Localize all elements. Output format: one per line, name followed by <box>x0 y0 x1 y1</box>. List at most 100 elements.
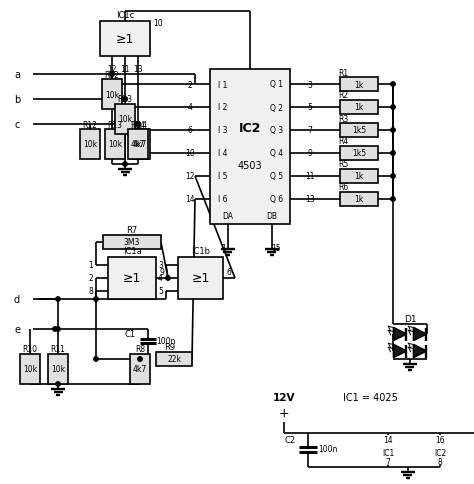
Text: R13: R13 <box>108 120 122 129</box>
Text: 2: 2 <box>188 80 192 90</box>
Bar <box>103 236 161 249</box>
Circle shape <box>94 357 98 362</box>
Text: Q 2: Q 2 <box>271 103 283 112</box>
Circle shape <box>56 382 60 386</box>
Text: 4: 4 <box>158 274 163 283</box>
Text: R4: R4 <box>338 137 348 146</box>
Circle shape <box>123 163 127 167</box>
Text: 4: 4 <box>188 103 192 112</box>
Text: R7: R7 <box>127 226 137 235</box>
Text: Q 5: Q 5 <box>271 172 283 181</box>
Text: I 4: I 4 <box>218 149 228 158</box>
Text: IC2: IC2 <box>239 122 261 135</box>
Text: 10k: 10k <box>51 365 65 374</box>
Text: IC2: IC2 <box>434 449 446 457</box>
Text: DA: DA <box>222 212 234 221</box>
Text: 4k7: 4k7 <box>133 140 147 149</box>
Text: IC1a: IC1a <box>123 247 141 256</box>
Text: 16: 16 <box>435 436 445 445</box>
Text: +: + <box>279 407 289 420</box>
Bar <box>102 80 122 110</box>
Text: 1k: 1k <box>355 195 364 204</box>
Text: d: d <box>14 294 20 304</box>
Text: 10k: 10k <box>83 140 97 149</box>
Text: I 5: I 5 <box>218 172 228 181</box>
Circle shape <box>136 122 140 127</box>
Circle shape <box>391 151 395 156</box>
Text: 1k: 1k <box>355 172 364 181</box>
Text: R1: R1 <box>338 68 348 77</box>
Text: 22k: 22k <box>167 355 181 364</box>
Polygon shape <box>413 328 427 341</box>
Bar <box>108 257 156 300</box>
Text: R8: R8 <box>135 345 145 354</box>
Text: R5: R5 <box>338 160 348 169</box>
Text: I 6: I 6 <box>218 195 228 204</box>
Bar <box>100 22 150 57</box>
Text: I 2: I 2 <box>219 103 228 112</box>
Circle shape <box>56 327 60 332</box>
Text: 9: 9 <box>308 149 312 158</box>
Text: 1k: 1k <box>355 103 364 112</box>
Text: 1k5: 1k5 <box>352 149 366 158</box>
Bar <box>115 105 135 135</box>
Text: 7: 7 <box>385 457 391 467</box>
Text: R12: R12 <box>105 70 119 79</box>
Bar <box>128 130 148 160</box>
Circle shape <box>110 73 114 77</box>
Circle shape <box>123 98 127 102</box>
Text: R10: R10 <box>22 345 37 354</box>
Text: 10k: 10k <box>105 91 119 99</box>
Text: 4503: 4503 <box>237 161 262 171</box>
Bar <box>48 354 68 384</box>
Circle shape <box>53 327 57 332</box>
Text: R14: R14 <box>133 120 147 129</box>
Text: C2: C2 <box>285 436 296 445</box>
Text: R6: R6 <box>338 183 348 192</box>
Text: c: c <box>15 120 20 130</box>
Text: 12: 12 <box>185 172 195 181</box>
Text: b: b <box>14 95 20 105</box>
Text: Q 1: Q 1 <box>271 80 283 90</box>
Circle shape <box>166 276 170 281</box>
Text: 11: 11 <box>120 64 130 74</box>
Polygon shape <box>413 345 427 358</box>
Bar <box>105 130 125 160</box>
Text: 10: 10 <box>185 149 195 158</box>
Bar <box>80 130 100 160</box>
Bar <box>130 130 150 160</box>
Text: 14: 14 <box>185 195 195 204</box>
Bar <box>130 354 150 384</box>
Circle shape <box>391 83 395 87</box>
Text: 10k: 10k <box>23 365 37 374</box>
Text: 4k7: 4k7 <box>131 140 145 149</box>
Text: I 3: I 3 <box>218 126 228 135</box>
Text: DB: DB <box>266 212 277 221</box>
Circle shape <box>136 122 140 127</box>
Text: 9: 9 <box>160 268 164 277</box>
Text: 2: 2 <box>88 274 93 283</box>
Text: 3M3: 3M3 <box>124 238 140 247</box>
Text: 12V: 12V <box>273 392 295 402</box>
Circle shape <box>94 297 98 302</box>
Text: I 1: I 1 <box>219 80 228 90</box>
Text: Q 6: Q 6 <box>271 195 283 204</box>
Text: 1: 1 <box>88 261 93 270</box>
Polygon shape <box>393 345 407 358</box>
Circle shape <box>136 122 140 127</box>
Text: 100n: 100n <box>156 337 176 346</box>
Text: a: a <box>14 70 20 80</box>
Bar <box>210 70 290 225</box>
Text: 5: 5 <box>308 103 312 112</box>
Text: 1k5: 1k5 <box>352 126 366 135</box>
Text: ≥1: ≥1 <box>123 272 141 285</box>
Text: 6: 6 <box>227 268 231 277</box>
Text: D1: D1 <box>404 315 416 324</box>
Circle shape <box>123 98 127 102</box>
Text: C1: C1 <box>125 330 136 339</box>
Text: ≥1: ≥1 <box>191 272 210 285</box>
Text: 3: 3 <box>308 80 312 90</box>
Text: 8: 8 <box>88 287 93 296</box>
Text: 4k7: 4k7 <box>133 365 147 374</box>
Text: R14: R14 <box>130 120 146 129</box>
